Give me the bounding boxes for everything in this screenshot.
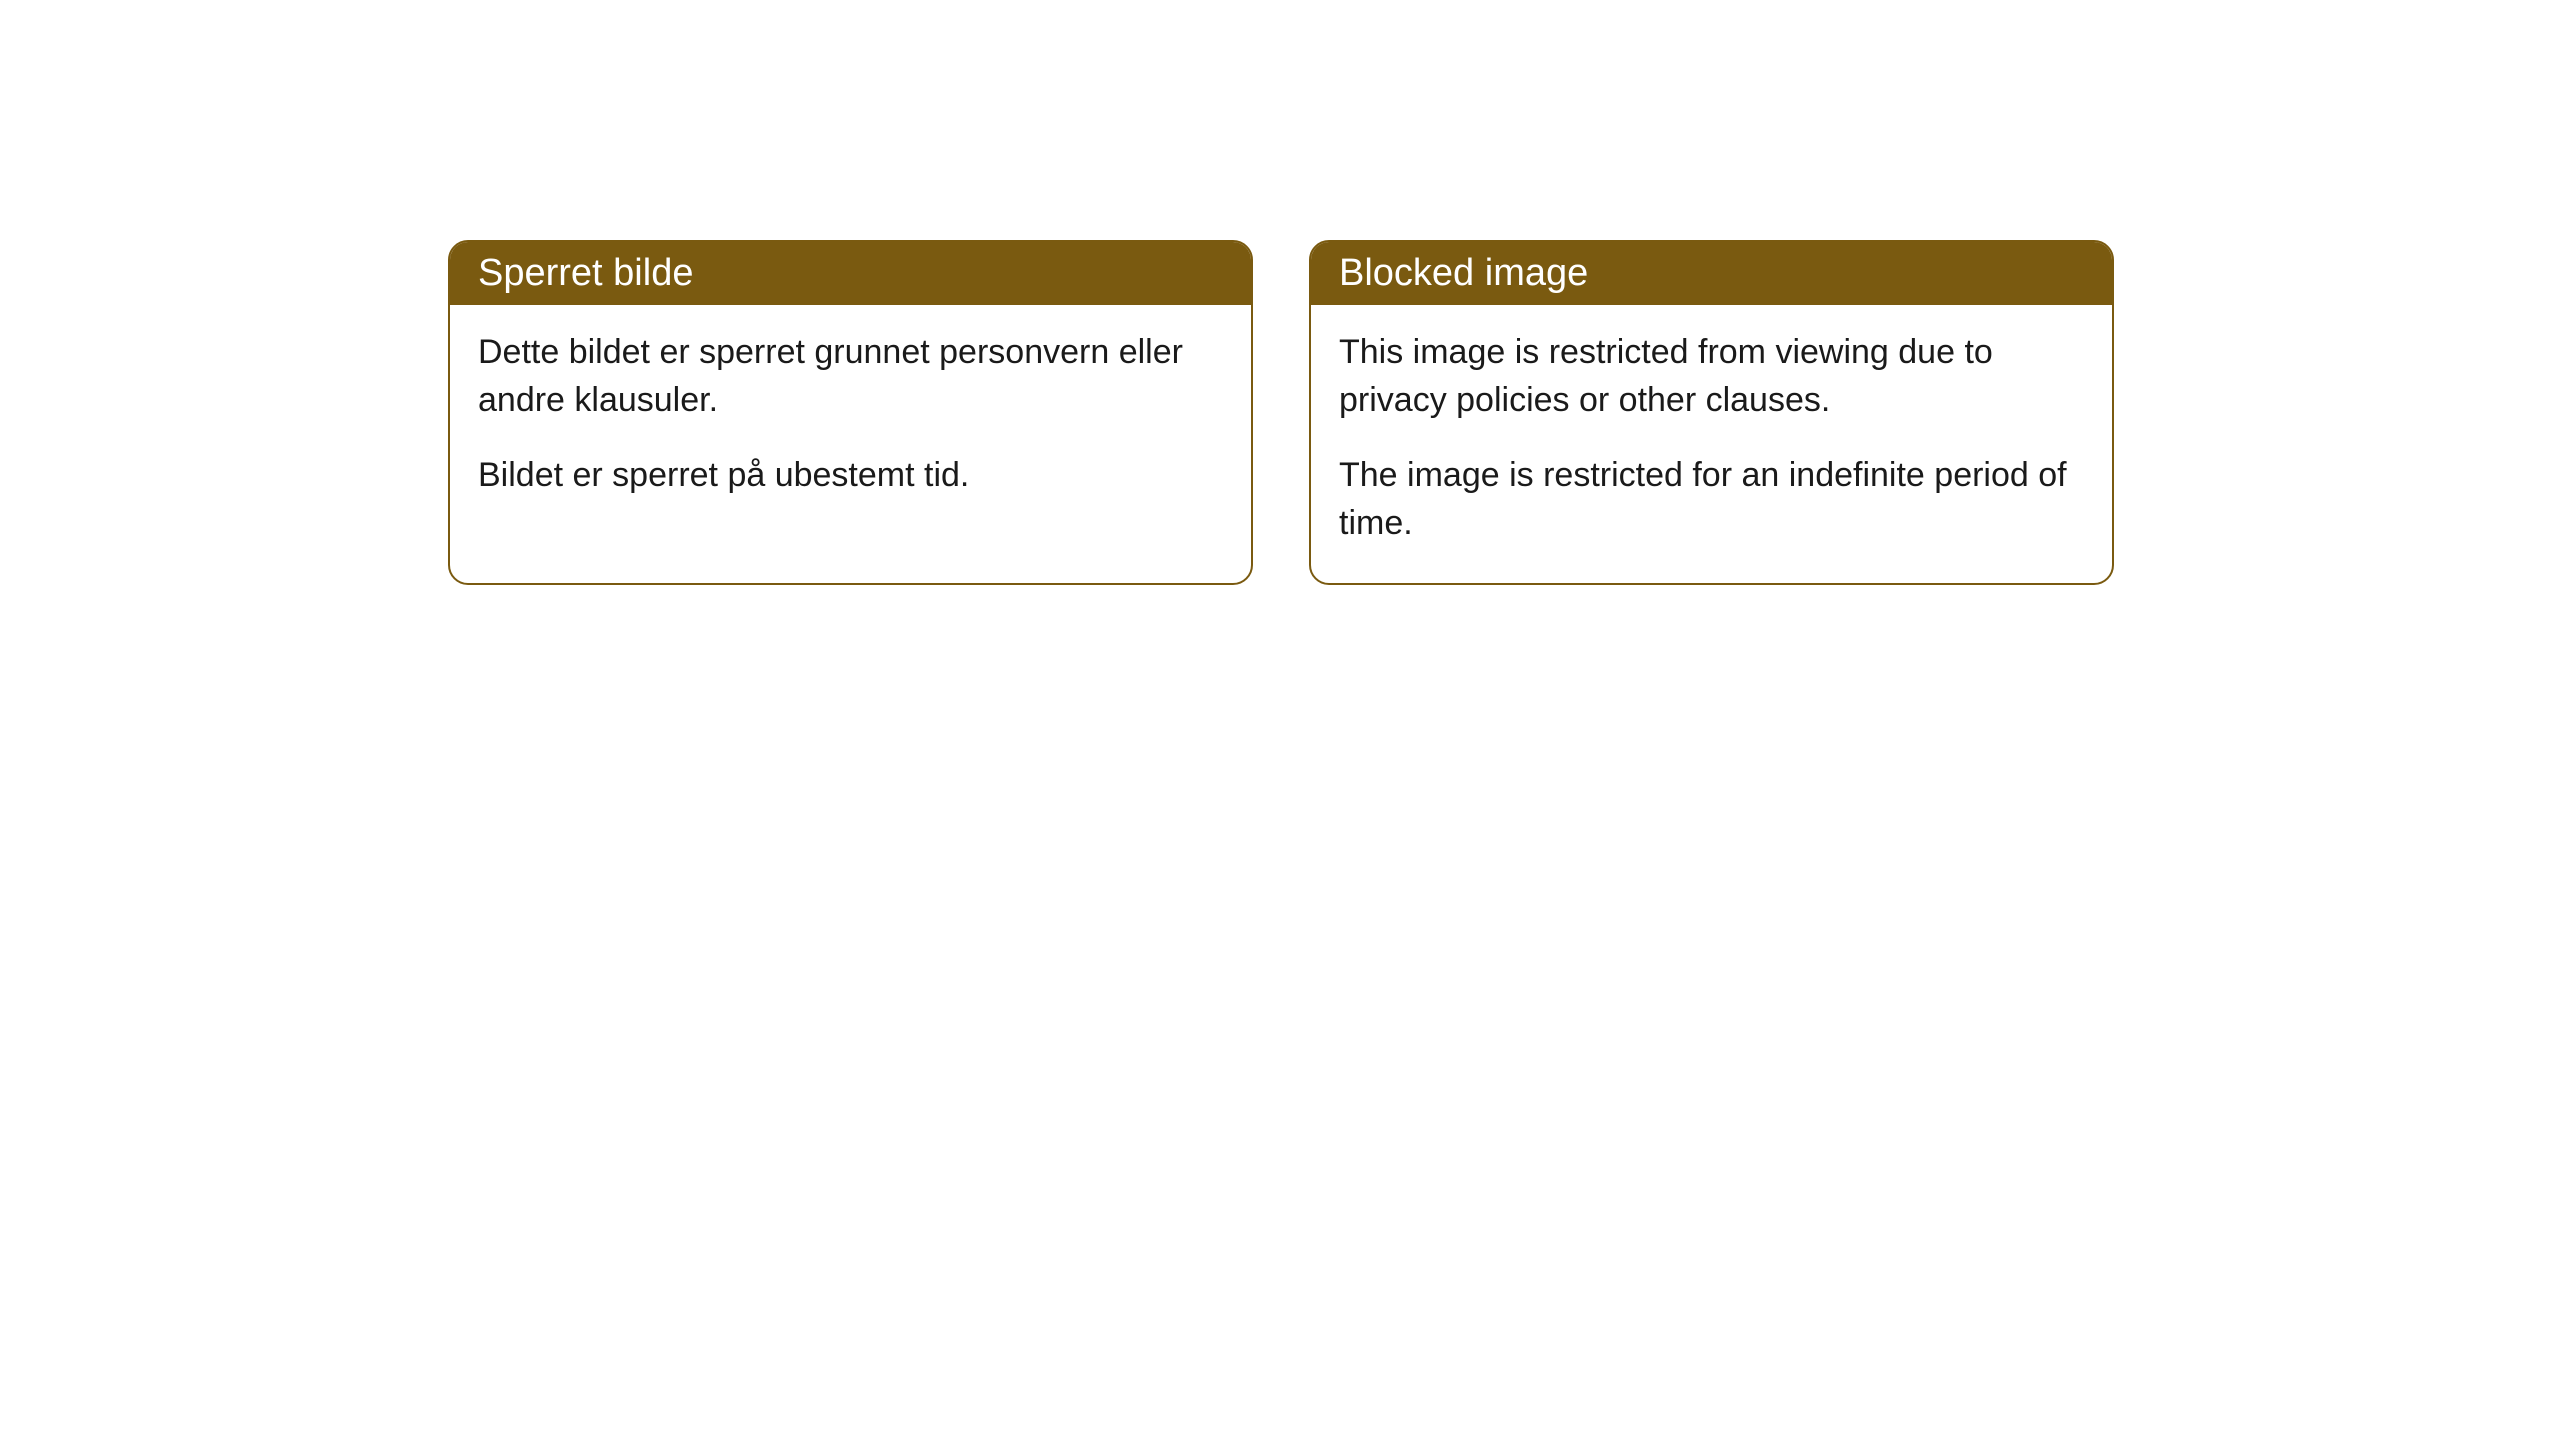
cards-container: Sperret bilde Dette bildet er sperret gr… [0, 0, 2560, 585]
card-text-1: Dette bildet er sperret grunnet personve… [478, 329, 1223, 424]
card-body-english: This image is restricted from viewing du… [1311, 305, 2112, 583]
card-text-1: This image is restricted from viewing du… [1339, 329, 2084, 424]
card-title: Sperret bilde [478, 252, 693, 294]
card-text-2: Bildet er sperret på ubestemt tid. [478, 452, 1223, 500]
blocked-image-card-norwegian: Sperret bilde Dette bildet er sperret gr… [448, 240, 1253, 585]
card-header-norwegian: Sperret bilde [450, 242, 1251, 305]
card-text-2: The image is restricted for an indefinit… [1339, 452, 2084, 547]
card-body-norwegian: Dette bildet er sperret grunnet personve… [450, 305, 1251, 536]
card-header-english: Blocked image [1311, 242, 2112, 305]
card-title: Blocked image [1339, 252, 1588, 294]
blocked-image-card-english: Blocked image This image is restricted f… [1309, 240, 2114, 585]
